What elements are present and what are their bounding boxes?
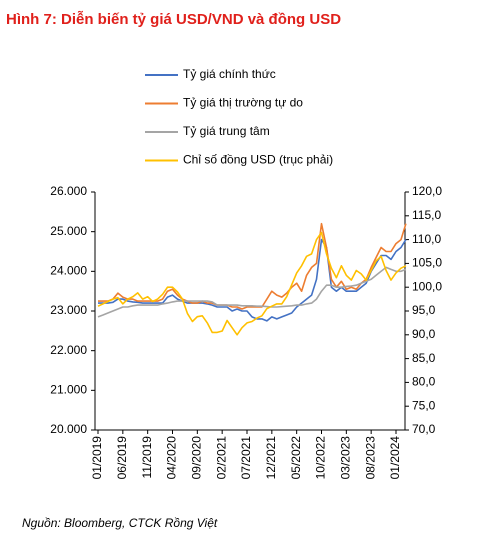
y2-tick-label: 110,0 — [412, 232, 441, 246]
y2-tick-label: 95,0 — [412, 303, 436, 317]
x-tick-label: 01/2024 — [388, 436, 402, 480]
y2-tick-label: 70,0 — [412, 422, 436, 436]
x-tick-label: 03/2023 — [339, 436, 353, 480]
y-tick-label: 23.000 — [50, 303, 87, 317]
x-tick-label: 05/2022 — [289, 436, 303, 480]
x-tick-label: 09/2020 — [190, 436, 204, 480]
chart-title: Hình 7: Diễn biến tỷ giá USD/VND và đồng… — [6, 11, 341, 28]
y2-tick-label: 100,0 — [412, 279, 442, 293]
y-tick-label: 22.000 — [50, 343, 87, 357]
y2-tick-label: 85,0 — [412, 351, 436, 365]
y-tick-label: 26.000 — [50, 184, 87, 198]
legend-label: Chỉ số đồng USD (trục phải) — [183, 153, 333, 167]
y2-tick-label: 75,0 — [412, 398, 436, 412]
x-tick-label: 01/2019 — [90, 436, 104, 480]
y-tick-label: 24.000 — [50, 264, 87, 278]
y-tick-label: 20.000 — [50, 422, 87, 436]
y2-tick-label: 105,0 — [412, 256, 442, 270]
y-tick-label: 21.000 — [50, 383, 87, 397]
x-tick-label: 08/2023 — [363, 436, 377, 480]
x-tick-label: 02/2021 — [214, 436, 228, 480]
series-line — [97, 266, 407, 318]
x-tick-label: 11/2019 — [140, 436, 154, 479]
legend-label: Tỷ giá chính thức — [183, 67, 276, 81]
y2-tick-label: 80,0 — [412, 375, 436, 389]
y-tick-label: 25.000 — [50, 224, 87, 238]
source-note: Nguồn: Bloomberg, CTCK Rồng Việt — [22, 516, 218, 530]
x-tick-label: 12/2021 — [264, 436, 278, 480]
x-tick-label: 07/2021 — [239, 436, 253, 480]
x-tick-label: 10/2022 — [314, 436, 328, 480]
series-line — [97, 231, 407, 336]
x-tick-label: 04/2020 — [165, 436, 179, 480]
series-line — [98, 222, 407, 310]
y2-tick-label: 115,0 — [412, 208, 441, 222]
x-tick-label: 06/2019 — [115, 436, 129, 480]
y2-tick-label: 90,0 — [412, 327, 436, 341]
legend-label: Tỷ giá thị trường tự do — [183, 96, 303, 110]
legend-label: Tỷ giá trung tâm — [183, 124, 270, 138]
series-line — [98, 238, 407, 322]
y2-tick-label: 120,0 — [412, 184, 442, 198]
